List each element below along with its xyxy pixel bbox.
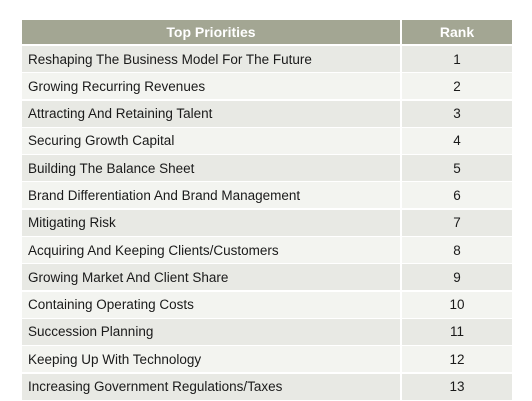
priority-cell: Mitigating Risk <box>22 209 400 236</box>
rank-cell: 4 <box>402 127 512 154</box>
rank-cell: 6 <box>402 182 512 209</box>
priority-cell: Keeping Up With Technology <box>22 346 400 373</box>
priority-cell: Reshaping The Business Model For The Fut… <box>22 46 400 72</box>
rank-cell: 8 <box>402 237 512 264</box>
priority-cell: Growing Recurring Revenues <box>22 73 400 100</box>
table-row: Securing Growth Capital 4 <box>22 127 512 154</box>
priority-cell: Securing Growth Capital <box>22 127 400 154</box>
table-row: Growing Market And Client Share 9 <box>22 264 512 291</box>
priority-cell: Increasing Government Regulations/Taxes <box>22 373 400 400</box>
priority-cell: Containing Operating Costs <box>22 291 400 318</box>
table-body: Reshaping The Business Model For The Fut… <box>22 46 512 400</box>
priority-cell: Growing Market And Client Share <box>22 264 400 291</box>
table-header-row: Top Priorities Rank <box>22 20 512 44</box>
table-row: Attracting And Retaining Talent 3 <box>22 100 512 127</box>
header-top-priorities: Top Priorities <box>22 20 400 44</box>
table-row: Brand Differentiation And Brand Manageme… <box>22 182 512 209</box>
rank-cell: 11 <box>402 318 512 345</box>
header-rank: Rank <box>402 20 512 44</box>
table-row: Mitigating Risk 7 <box>22 209 512 236</box>
table-row: Succession Planning 11 <box>22 318 512 345</box>
rank-cell: 10 <box>402 291 512 318</box>
rank-cell: 12 <box>402 346 512 373</box>
priority-cell: Attracting And Retaining Talent <box>22 100 400 127</box>
table-row: Containing Operating Costs 10 <box>22 291 512 318</box>
priority-cell: Acquiring And Keeping Clients/Customers <box>22 237 400 264</box>
rank-cell: 7 <box>402 209 512 236</box>
priority-cell: Brand Differentiation And Brand Manageme… <box>22 182 400 209</box>
priority-cell: Building The Balance Sheet <box>22 155 400 182</box>
priority-cell: Succession Planning <box>22 318 400 345</box>
rank-cell: 1 <box>402 46 512 72</box>
rank-cell: 9 <box>402 264 512 291</box>
rank-cell: 3 <box>402 100 512 127</box>
rank-cell: 2 <box>402 73 512 100</box>
table-row: Keeping Up With Technology 12 <box>22 346 512 373</box>
table-row: Building The Balance Sheet 5 <box>22 155 512 182</box>
table-row: Reshaping The Business Model For The Fut… <box>22 46 512 72</box>
priorities-table: Top Priorities Rank Reshaping The Busine… <box>22 20 512 401</box>
rank-cell: 5 <box>402 155 512 182</box>
rank-cell: 13 <box>402 373 512 400</box>
table-row: Increasing Government Regulations/Taxes 1… <box>22 373 512 400</box>
table-row: Growing Recurring Revenues 2 <box>22 73 512 100</box>
table-row: Acquiring And Keeping Clients/Customers 8 <box>22 237 512 264</box>
